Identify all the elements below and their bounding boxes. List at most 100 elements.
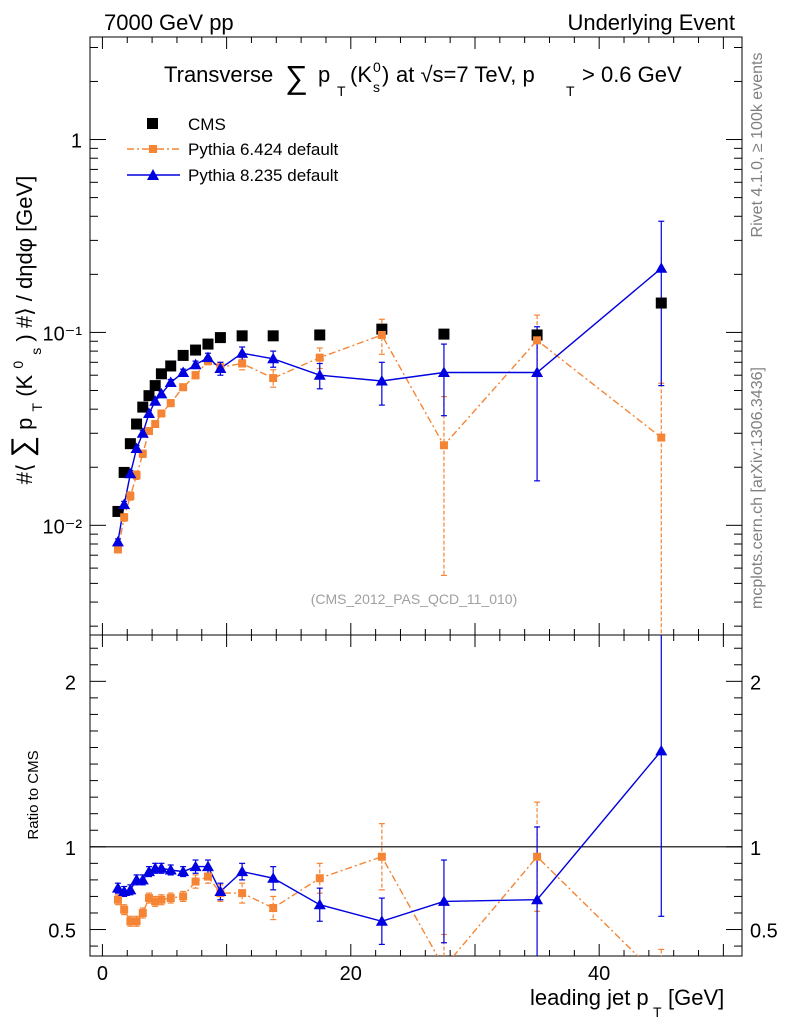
y-tick-label-ratio-left: 2 — [65, 672, 76, 694]
py8-point-ratio — [214, 885, 227, 896]
title-k-close: ) — [382, 62, 389, 87]
py6-point — [151, 420, 160, 429]
py8-point — [201, 351, 214, 363]
ylabel-close: #⟩ / dηdφ [GeV] — [12, 176, 37, 329]
xlabel-unit: [GeV] — [668, 985, 724, 1010]
y-tick-label-ratio-right: 2 — [750, 672, 761, 694]
svg-text:> 0.6 GeV: > 0.6 GeV — [582, 62, 682, 87]
rivet-label: Rivet 4.1.0, ≥ 100k events — [749, 53, 766, 238]
py6-point — [377, 330, 386, 339]
cms-point — [531, 329, 543, 341]
py6-point — [126, 491, 135, 500]
ylabel-k-sup: 0 — [10, 361, 26, 369]
cms-point — [177, 349, 189, 361]
cms-point — [155, 368, 167, 380]
ylabel-k-close: ) — [12, 334, 37, 341]
py6-point — [439, 441, 448, 450]
plot-title: Transverse ∑ p T (K 0 s ) at √s=7 TeV, p… — [164, 59, 682, 99]
legend-cms-label: CMS — [188, 115, 226, 134]
analysis-id: (CMS_2012_PAS_QCD_11_010) — [311, 591, 518, 607]
py6-point — [179, 383, 188, 392]
py6-point — [191, 371, 200, 380]
cms-point — [214, 332, 226, 344]
py6-point — [238, 359, 247, 368]
py8-line — [117, 267, 662, 543]
svg-text:[GeV]: [GeV] — [668, 985, 724, 1010]
py8-point — [136, 427, 149, 438]
py6-point-ratio — [157, 895, 166, 904]
svg-text:leading jet p: leading jet p — [530, 985, 649, 1010]
py8-point — [124, 467, 137, 479]
y-tick-label-ratio-right: 1 — [750, 838, 761, 860]
legend-cms-marker — [147, 118, 158, 129]
data-points — [111, 262, 668, 926]
py6-point-ratio — [151, 897, 160, 906]
legend: CMS Pythia 6.424 default Pythia 8.235 de… — [127, 115, 339, 185]
mcplots-label: mcplots.cern.ch [arXiv:1306.3436] — [749, 367, 766, 609]
legend-py6-marker — [149, 145, 157, 153]
py6-point — [315, 353, 324, 362]
py8-point-ratio — [655, 744, 668, 756]
cms-point — [202, 338, 214, 350]
svg-text:Transverse: Transverse — [164, 62, 273, 87]
title-k-open: (K — [350, 62, 372, 87]
py8-point — [142, 407, 155, 418]
py6-point-ratio — [138, 908, 147, 917]
cms-point — [124, 438, 136, 450]
py8-point-ratio — [531, 893, 544, 905]
py8-point — [437, 366, 450, 377]
ylabel-k-sub: s — [28, 348, 44, 355]
xlabel-main: leading jet p — [530, 985, 649, 1010]
py8-point-ratio — [236, 865, 249, 877]
py8-point-ratio — [142, 865, 155, 877]
py8-point-ratio — [375, 915, 388, 926]
py8-point — [155, 387, 168, 399]
cms-point — [149, 380, 161, 392]
cms-point — [143, 390, 155, 402]
py8-point — [214, 362, 227, 374]
cms-point — [190, 344, 202, 356]
svg-text:p: p — [318, 62, 330, 87]
py6-point-ratio — [238, 889, 247, 898]
py8-point — [177, 366, 190, 377]
x-tick-label: 40 — [588, 963, 610, 985]
py8-point-ratio — [177, 865, 190, 877]
legend-py8-marker — [147, 169, 159, 180]
py8-point — [267, 352, 280, 364]
py8-point-ratio — [313, 898, 326, 910]
svg-text:T: T — [653, 1004, 662, 1020]
py6-point-ratio — [377, 852, 386, 861]
y-axis-label-main: #⟨ ∑ p T (K 0 s ) #⟩ / dηdφ [GeV] — [6, 176, 45, 485]
py8-point — [236, 347, 249, 358]
py6-point-ratio — [113, 895, 122, 904]
py8-point — [149, 395, 162, 406]
axis-ticks: 0 20 40 10⁻² 10⁻¹ 1 0.5 0.5 1 1 2 2 — [43, 37, 778, 985]
title-p-sub: T — [337, 83, 346, 99]
y-tick-label-main: 10⁻² — [43, 516, 83, 538]
py6-point-ratio — [533, 852, 542, 861]
py8-point — [313, 369, 326, 380]
y-tick-label-ratio-left: 0.5 — [48, 921, 76, 943]
py6-point-ratio — [120, 905, 129, 914]
y-tick-label-ratio-right: 0.5 — [750, 921, 778, 943]
svg-text:(K: (K — [350, 62, 372, 87]
y-tick-label-ratio-left: 1 — [65, 838, 76, 860]
title-sum-symbol: ∑ — [285, 59, 308, 95]
cms-point — [438, 328, 450, 340]
py8-point — [189, 358, 202, 370]
py8-point — [118, 498, 131, 510]
cms-point — [137, 401, 149, 413]
x-tick-label: 0 — [97, 963, 108, 985]
py6-point — [533, 336, 542, 345]
y-axis-label-ratio: Ratio to CMS — [25, 750, 42, 839]
py8-point-ratio — [164, 863, 177, 875]
header-left: 7000 GeV pp — [104, 10, 234, 35]
ratio-plot-frame — [89, 634, 743, 957]
py6-point — [120, 513, 129, 522]
xlabel-sub: T — [653, 1004, 662, 1020]
cms-point — [236, 330, 248, 342]
title-suffix: > 0.6 GeV — [582, 62, 682, 87]
svg-text:T: T — [566, 83, 575, 99]
py6-point-ratio — [179, 892, 188, 901]
